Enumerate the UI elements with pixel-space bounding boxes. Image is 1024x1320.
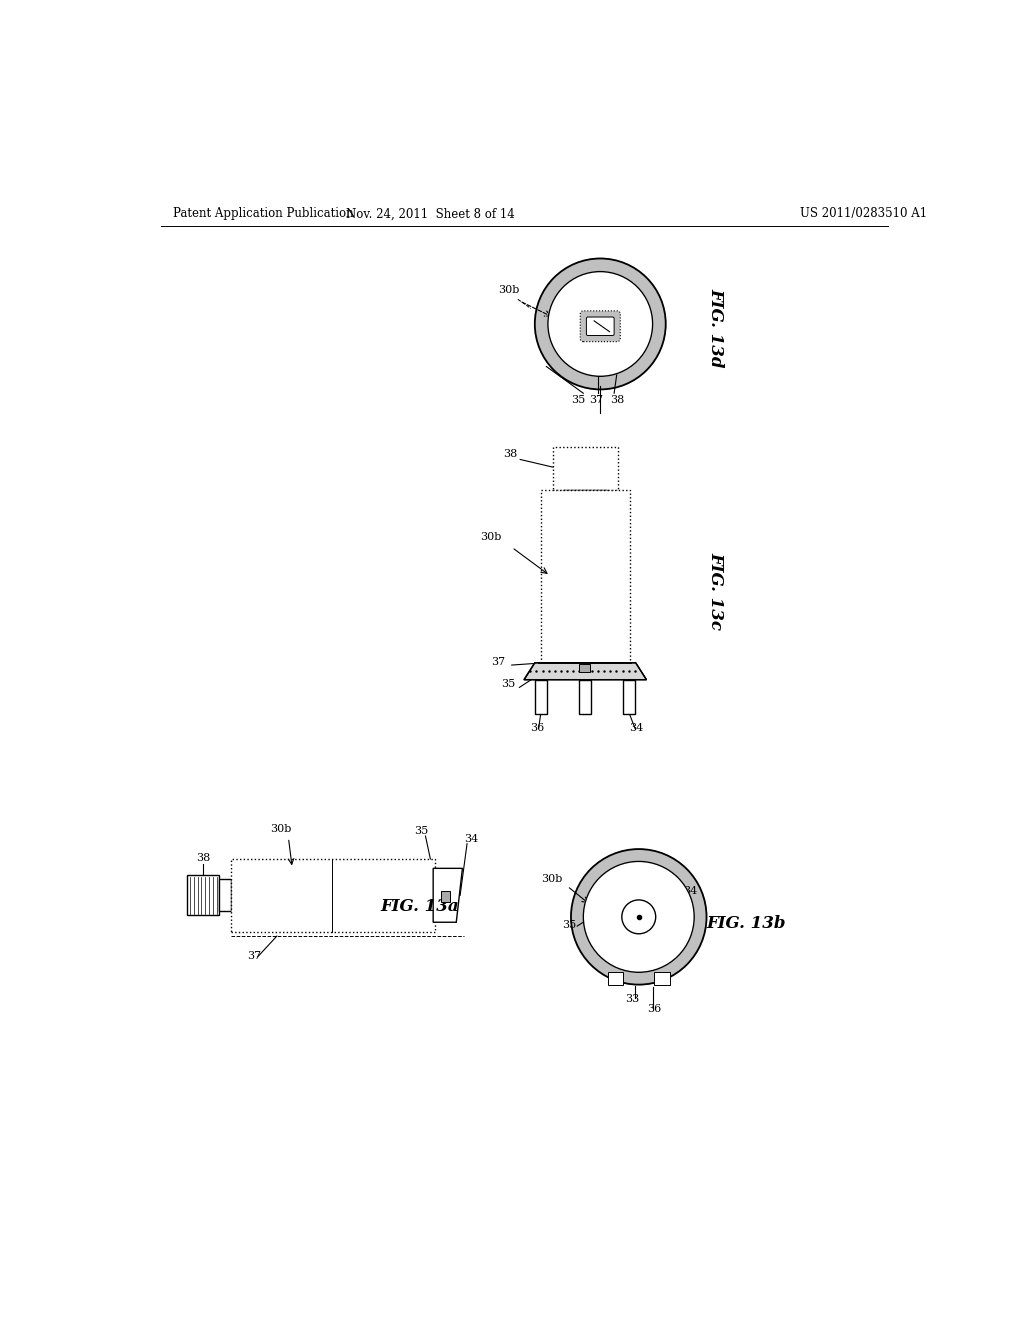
- Circle shape: [571, 849, 707, 985]
- Text: 35: 35: [562, 920, 577, 931]
- Text: 37: 37: [492, 657, 506, 667]
- Bar: [580, 664, 590, 672]
- Text: 35: 35: [571, 395, 586, 405]
- Bar: [186, 875, 219, 915]
- Text: FIG. 13d: FIG. 13d: [708, 288, 724, 367]
- Bar: [535, 680, 547, 714]
- Text: 38: 38: [503, 449, 517, 459]
- Text: 37: 37: [247, 952, 261, 961]
- Text: 30b: 30b: [498, 285, 519, 296]
- Bar: [541, 490, 630, 663]
- Circle shape: [584, 862, 694, 973]
- Polygon shape: [524, 663, 646, 680]
- Bar: [230, 859, 435, 932]
- Text: 35: 35: [502, 680, 516, 689]
- Bar: [562, 490, 607, 506]
- Circle shape: [548, 272, 652, 376]
- Text: 37: 37: [590, 395, 603, 405]
- Bar: [441, 891, 451, 903]
- Text: 35: 35: [414, 826, 428, 837]
- Text: 38: 38: [610, 395, 625, 405]
- Text: 33: 33: [626, 994, 640, 1003]
- Text: FIG. 13c: FIG. 13c: [708, 552, 724, 630]
- Bar: [608, 972, 624, 985]
- FancyBboxPatch shape: [581, 312, 621, 342]
- Polygon shape: [433, 869, 463, 923]
- Text: 34: 34: [630, 723, 643, 734]
- Text: 34: 34: [465, 834, 479, 845]
- Text: 36: 36: [530, 723, 544, 734]
- Bar: [219, 879, 230, 911]
- Text: Patent Application Publication: Patent Application Publication: [173, 207, 353, 220]
- Bar: [553, 447, 617, 490]
- Text: FIG. 13a: FIG. 13a: [380, 898, 459, 915]
- Text: US 2011/0283510 A1: US 2011/0283510 A1: [801, 207, 928, 220]
- Bar: [654, 972, 670, 985]
- Text: FIG. 13b: FIG. 13b: [707, 915, 786, 932]
- Text: 34: 34: [683, 886, 697, 896]
- Text: 30b: 30b: [270, 824, 292, 834]
- Text: 38: 38: [196, 854, 210, 863]
- Bar: [579, 680, 591, 714]
- Text: 30b: 30b: [541, 874, 562, 884]
- Text: Nov. 24, 2011  Sheet 8 of 14: Nov. 24, 2011 Sheet 8 of 14: [346, 207, 515, 220]
- FancyBboxPatch shape: [587, 317, 614, 335]
- Text: 36: 36: [647, 1003, 662, 1014]
- Text: 30b: 30b: [480, 532, 502, 541]
- Circle shape: [535, 259, 666, 389]
- Bar: [623, 680, 635, 714]
